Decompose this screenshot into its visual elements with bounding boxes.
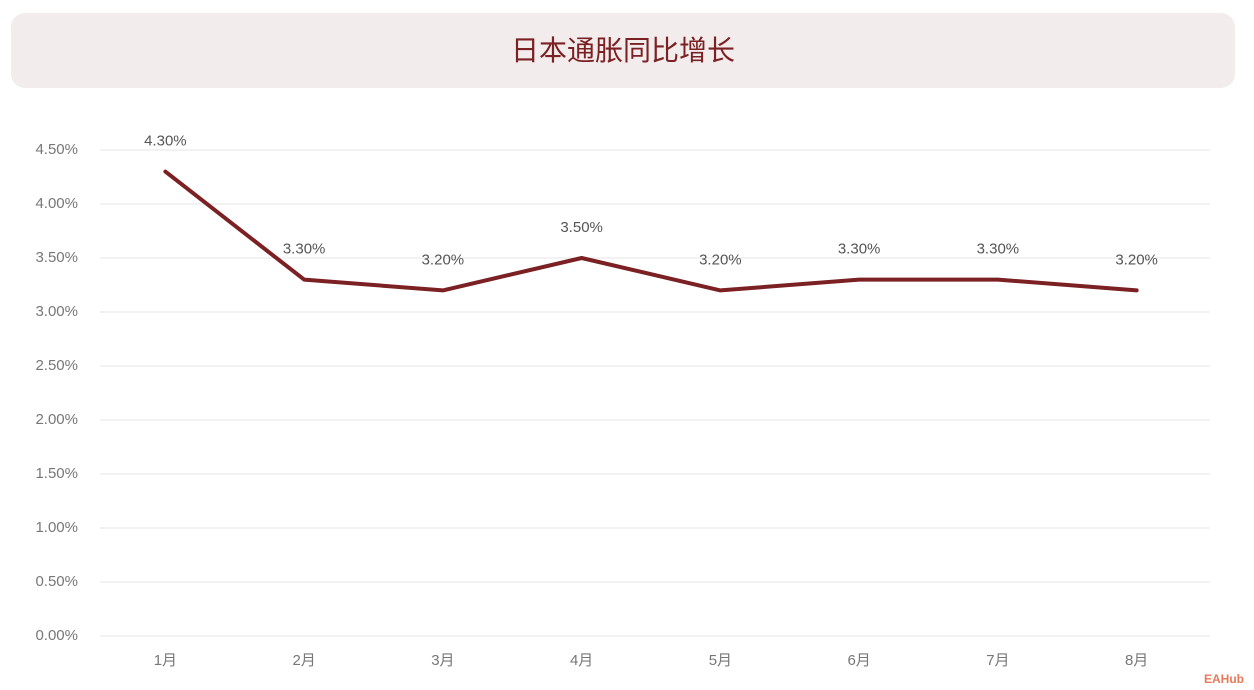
x-tick-label: 2月 [292,652,315,669]
y-tick-label: 1.50% [35,465,78,482]
line [163,169,1139,293]
x-tick-label: 4月 [570,652,593,669]
x-tick-label: 8月 [1125,652,1148,669]
y-tick-label: 2.50% [35,357,78,374]
y-tick-label: 1.00% [35,519,78,536]
x-tick-label: 7月 [986,652,1009,669]
y-tick-label: 4.50% [35,141,78,158]
watermark: EAHub [1204,672,1244,686]
data-label: 3.30% [977,241,1020,258]
x-tick-label: 5月 [709,652,732,669]
x-tick-label: 1月 [154,652,177,669]
data-label: 3.30% [283,241,326,258]
y-tick-label: 0.00% [35,627,78,644]
y-tick-label: 0.50% [35,573,78,590]
y-tick-label: 3.50% [35,249,78,266]
x-tick-label: 3月 [431,652,454,669]
chart-title: 日本通胀同比增长 [510,35,735,66]
data-label: 3.20% [699,251,742,268]
data-label: 3.30% [838,241,881,258]
data-label: 3.20% [1115,251,1158,268]
data-label: 3.50% [560,219,603,236]
y-tick-label: 2.00% [35,411,78,428]
x-tick-label: 6月 [847,652,870,669]
data-label: 3.20% [422,251,465,268]
data-label: 4.30% [144,133,187,150]
y-tick-label: 4.00% [35,195,78,212]
y-tick-label: 3.00% [35,303,78,320]
title-banner: 日本通胀同比增长 [11,13,1235,88]
